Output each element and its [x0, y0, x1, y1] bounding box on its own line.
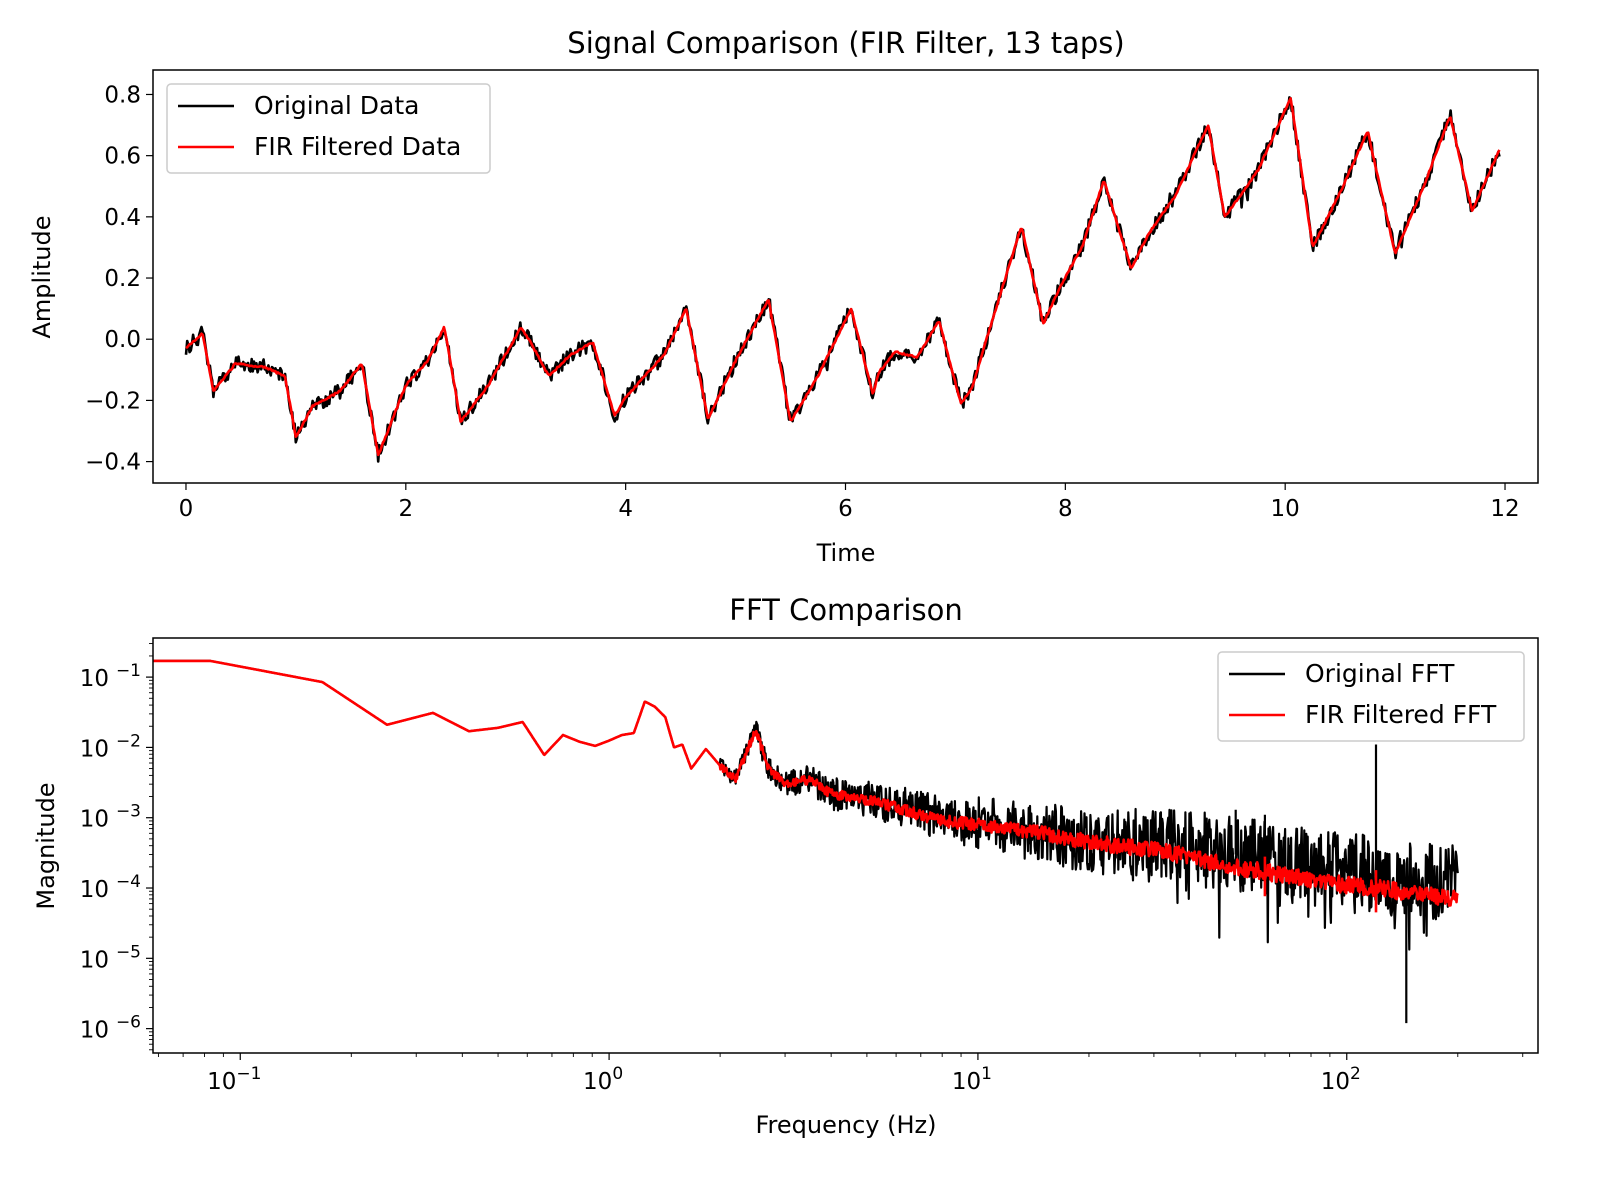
chart2-y-tick-exponent: −5: [116, 942, 141, 962]
chart1-x-tick-label: 12: [1490, 496, 1519, 522]
chart1-y-tick-label: −0.2: [85, 388, 141, 414]
chart2-title: FFT Comparison: [729, 593, 962, 627]
series-original-fft-line: [153, 659, 1459, 1024]
chart2-y-tick-exponent: −2: [116, 731, 141, 751]
chart1-title: Signal Comparison (FIR Filter, 13 taps): [567, 26, 1124, 60]
chart2-x-tick-label: 10−1: [207, 1064, 261, 1095]
legend-fir-filtered-data-label: FIR Filtered Data: [254, 132, 461, 161]
chart2-legend-box: [1217, 651, 1525, 742]
chart1-x-tick-label: 2: [398, 496, 413, 522]
chart2-x-tick-label: 102: [1321, 1064, 1361, 1095]
chart1-x-tick-label: 0: [179, 496, 194, 522]
chart1-x-ticks: 0 2 4 6 8 10 12: [179, 483, 1520, 522]
series-fir-filtered-data-line: [185, 97, 1501, 457]
chart2-y-tick-label: 10: [80, 666, 109, 692]
chart1-x-tick-label: 8: [1058, 496, 1073, 522]
chart1-x-tick-label: 4: [618, 496, 633, 522]
chart2-y-tick-label: 10: [80, 947, 109, 973]
chart1-x-axis-label: Time: [816, 539, 876, 567]
chart2-y-tick-exponent: −4: [116, 872, 141, 892]
chart1-legend: Original Data FIR Filtered Data: [166, 83, 491, 174]
legend-original-data-label: Original Data: [254, 91, 419, 120]
chart2-y-tick-exponent: −6: [116, 1013, 141, 1033]
series-fir-filtered-fft-line: [153, 659, 1459, 913]
legend-fir-filtered-fft-label: FIR Filtered FFT: [1305, 700, 1497, 729]
chart1-y-tick-label: 0.2: [104, 266, 141, 292]
legend-original-fft-label: Original FFT: [1305, 659, 1455, 688]
chart1-y-tick-label: 0.6: [104, 144, 141, 170]
chart1-series: [184, 96, 1501, 463]
chart1-y-axis-label: Amplitude: [28, 216, 56, 339]
chart2-y-tick-label: 10: [80, 736, 109, 762]
fft-comparison-chart: FFT Comparison 10−1 100 101 102 10 −610 −510−…: [32, 593, 1539, 1139]
chart1-y-ticks: −0.4 −0.2 0.0 0.2 0.4 0.6 0.8: [85, 82, 153, 476]
chart1-x-tick-label: 10: [1271, 496, 1300, 522]
chart2-y-axis-label: Magnitude: [32, 782, 60, 909]
chart1-x-tick-label: 6: [838, 496, 853, 522]
chart2-x-ticks: 10−1 100 101 102: [157, 1053, 1524, 1095]
chart1-legend-box: [166, 83, 491, 174]
chart2-x-axis-label: Frequency (Hz): [756, 1111, 937, 1139]
chart1-y-tick-label: 0.4: [104, 205, 141, 231]
chart2-x-tick-label: 100: [583, 1064, 623, 1095]
chart2-y-tick-exponent: −1: [116, 661, 141, 681]
chart2-x-tick-label: 101: [952, 1064, 992, 1095]
chart2-y-tick-label: 10: [80, 877, 109, 903]
chart2-y-tick-label: 10: [80, 807, 109, 833]
chart1-y-tick-label: 0.8: [104, 82, 141, 108]
chart2-legend: Original FFT FIR Filtered FFT: [1217, 651, 1525, 742]
signal-comparison-chart: Signal Comparison (FIR Filter, 13 taps) …: [28, 26, 1539, 567]
chart2-y-tick-exponent: −3: [116, 802, 141, 822]
chart2-y-ticks: 10 −6 10 −5 10 −4 10 −3 10 −2 10 −1: [80, 643, 153, 1051]
chart1-y-tick-label: −0.4: [85, 450, 141, 476]
chart1-y-tick-label: 0.0: [104, 327, 141, 353]
chart2-series: [153, 659, 1459, 1024]
chart2-y-tick-label: 10: [80, 1018, 109, 1044]
